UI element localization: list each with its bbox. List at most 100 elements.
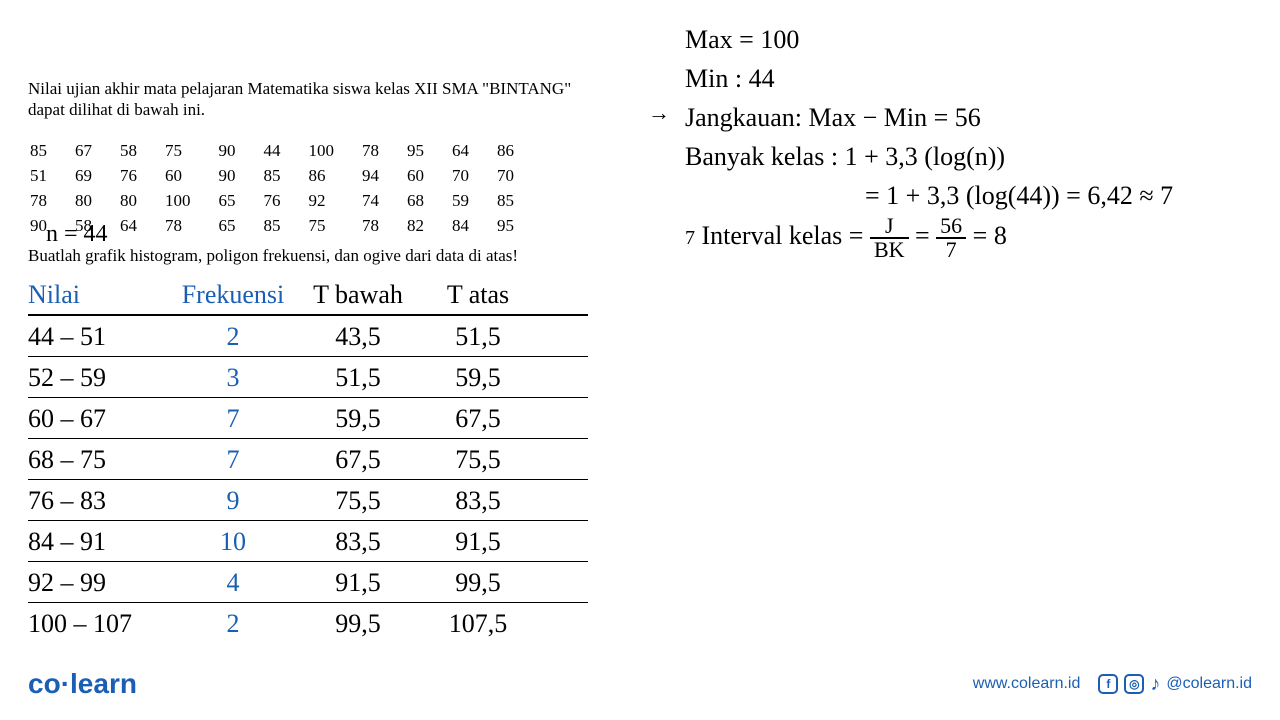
problem-statement: Nilai ujian akhir mata pelajaran Matemat… [28, 78, 628, 121]
data-cell: 59 [452, 190, 495, 213]
cell-nilai: 68 – 75 [28, 445, 168, 475]
cell-nilai: 44 – 51 [28, 322, 168, 352]
data-cell: 86 [309, 165, 361, 188]
interval-fraction: J BK [870, 215, 909, 261]
tiktok-icon: ♪ [1150, 673, 1160, 696]
data-row: 78808010065769274685985 [30, 190, 540, 213]
footer-right: www.colearn.id f ◎ ♪ @colearn.id [973, 673, 1252, 696]
cell-tbawah: 75,5 [298, 486, 418, 516]
freq-row: 76 – 83975,583,5 [28, 480, 588, 521]
problem-line2: dapat dilihat di bawah ini. [28, 99, 628, 120]
min-note: Min : 44 [685, 59, 1173, 98]
interval-result: = 567 = 8 [915, 221, 1007, 250]
footer: co·learn www.colearn.id f ◎ ♪ @colearn.i… [28, 668, 1252, 700]
cell-tatas: 83,5 [418, 486, 538, 516]
cell-nilai: 100 – 107 [28, 609, 168, 639]
cell-nilai: 84 – 91 [28, 527, 168, 557]
data-cell: 78 [362, 215, 405, 238]
problem-line1: Nilai ujian akhir mata pelajaran Matemat… [28, 78, 628, 99]
social-handle: @colearn.id [1166, 675, 1252, 693]
frac-num: J [870, 215, 909, 239]
calculation-notes: Max = 100 Min : 44 Jangkauan: Max − Min … [685, 20, 1173, 261]
data-cell: 70 [497, 165, 540, 188]
social-icons: f ◎ ♪ @colearn.id [1098, 673, 1252, 696]
cell-tatas: 99,5 [418, 568, 538, 598]
data-cell: 85 [264, 215, 307, 238]
cell-tbawah: 43,5 [298, 322, 418, 352]
data-cell: 90 [219, 140, 262, 163]
data-cell: 100 [309, 140, 361, 163]
cell-freq: 2 [168, 322, 298, 352]
data-cell: 84 [452, 215, 495, 238]
logo-learn: learn [70, 668, 137, 699]
freq-row: 68 – 75767,575,5 [28, 439, 588, 480]
colearn-logo: co·learn [28, 668, 137, 700]
cell-nilai: 52 – 59 [28, 363, 168, 393]
data-cell: 58 [120, 140, 163, 163]
data-cell: 60 [407, 165, 450, 188]
cell-freq: 10 [168, 527, 298, 557]
cell-freq: 7 [168, 445, 298, 475]
cell-tbawah: 99,5 [298, 609, 418, 639]
freq-row: 100 – 107299,5107,5 [28, 603, 588, 643]
header-frekuensi: Frekuensi [168, 280, 298, 310]
cell-freq: 7 [168, 404, 298, 434]
data-cell: 100 [165, 190, 217, 213]
cell-freq: 9 [168, 486, 298, 516]
frac-den: BK [870, 239, 909, 261]
data-cell: 85 [264, 165, 307, 188]
facebook-icon: f [1098, 674, 1118, 694]
cell-nilai: 76 – 83 [28, 486, 168, 516]
header-nilai: Nilai [28, 280, 168, 310]
instruction-text: Buatlah grafik histogram, poligon frekue… [28, 246, 518, 266]
freq-row: 84 – 911083,591,5 [28, 521, 588, 562]
freq-row: 52 – 59351,559,5 [28, 357, 588, 398]
data-cell: 70 [452, 165, 495, 188]
cell-tatas: 75,5 [418, 445, 538, 475]
data-cell: 95 [407, 140, 450, 163]
data-row: 5169766090858694607070 [30, 165, 540, 188]
cell-tbawah: 91,5 [298, 568, 418, 598]
cell-tbawah: 83,5 [298, 527, 418, 557]
data-cell: 75 [165, 140, 217, 163]
data-cell: 82 [407, 215, 450, 238]
interval-label: Interval kelas = [702, 221, 864, 250]
data-cell: 64 [120, 215, 163, 238]
data-cell: 51 [30, 165, 73, 188]
data-cell: 69 [75, 165, 118, 188]
data-cell: 90 [219, 165, 262, 188]
instagram-icon: ◎ [1124, 674, 1144, 694]
data-cell: 60 [165, 165, 217, 188]
frequency-table: Nilai Frekuensi T bawah T atas 44 – 5124… [28, 280, 588, 643]
data-cell: 85 [30, 140, 73, 163]
data-cell: 67 [75, 140, 118, 163]
nclass-note-2: = 1 + 3,3 (log(44)) = 6,42 ≈ 7 [685, 176, 1173, 215]
logo-co: co [28, 668, 61, 699]
data-cell: 74 [362, 190, 405, 213]
cell-tbawah: 51,5 [298, 363, 418, 393]
data-cell: 86 [497, 140, 540, 163]
footer-url: www.colearn.id [973, 675, 1081, 693]
data-cell: 78 [165, 215, 217, 238]
range-note: Jangkauan: Max − Min = 56 [685, 98, 1173, 137]
cell-nilai: 60 – 67 [28, 404, 168, 434]
cell-tatas: 91,5 [418, 527, 538, 557]
interval-arrow: 7 [685, 227, 695, 249]
arrow-icon: → [648, 100, 670, 126]
header-tbawah: T bawah [298, 280, 418, 310]
header-tatas: T atas [418, 280, 538, 310]
cell-freq: 4 [168, 568, 298, 598]
data-cell: 75 [309, 215, 361, 238]
data-cell: 65 [219, 190, 262, 213]
cell-tatas: 67,5 [418, 404, 538, 434]
data-cell: 80 [75, 190, 118, 213]
interval-note: 7 Interval kelas = J BK = 567 = 8 [685, 215, 1173, 261]
cell-tbawah: 59,5 [298, 404, 418, 434]
data-cell: 76 [120, 165, 163, 188]
cell-tatas: 51,5 [418, 322, 538, 352]
cell-tbawah: 67,5 [298, 445, 418, 475]
n-equals-note: n = 44 [46, 221, 108, 248]
data-cell: 78 [362, 140, 405, 163]
nclass-note-1: Banyak kelas : 1 + 3,3 (log(n)) [685, 137, 1173, 176]
data-cell: 65 [219, 215, 262, 238]
